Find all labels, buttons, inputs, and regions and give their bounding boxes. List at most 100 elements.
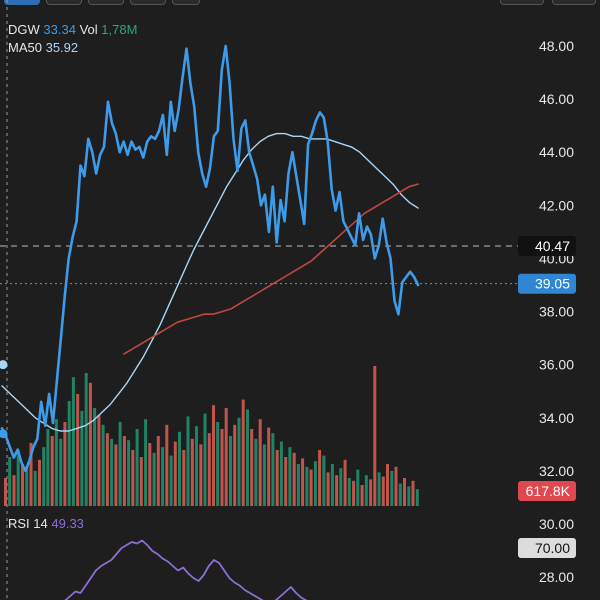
volume-bar	[216, 422, 220, 506]
volume-bar	[241, 399, 245, 506]
volume-bar	[67, 401, 71, 506]
volume-bar	[144, 419, 148, 506]
volume-bar	[275, 450, 279, 506]
volume-bar	[165, 424, 169, 506]
volume-bar	[301, 458, 305, 506]
volume-badge-bg	[518, 481, 576, 501]
volume-bar	[305, 466, 309, 506]
volume-bar	[246, 409, 249, 506]
price-axis-label: 42.00	[539, 197, 574, 213]
price-axis-label: 34.00	[539, 410, 574, 426]
volume-bar	[258, 419, 262, 506]
volume-bar	[152, 452, 156, 506]
volume-bar	[390, 471, 394, 506]
volume-badge: 617.8K	[526, 483, 571, 499]
vol-value: 1,78M	[101, 22, 138, 37]
price-legend: DGW 33.34 Vol 1,78M	[8, 22, 137, 37]
rsi-line	[64, 539, 308, 600]
timeframe-tab[interactable]	[552, 0, 596, 5]
price-value: 33.34	[43, 22, 76, 37]
volume-bar	[118, 422, 122, 506]
price-axis-label: 48.00	[539, 38, 574, 54]
volume-bar	[224, 408, 228, 506]
volume-bar	[279, 441, 283, 506]
volume-bar	[335, 475, 339, 506]
volume-bar	[110, 438, 114, 506]
ma-value: 35.92	[45, 40, 79, 55]
volume-bar	[80, 410, 84, 506]
volume-bar	[262, 444, 266, 506]
volume-bar	[415, 489, 419, 506]
price-marker	[0, 429, 8, 439]
volume-bar	[373, 366, 377, 506]
rsi-level-badge: 70.00	[535, 540, 570, 556]
volume-bar	[220, 429, 224, 506]
volume-bar	[288, 447, 292, 506]
price-axis-label: 44.00	[539, 144, 574, 160]
volume-bar	[203, 413, 207, 506]
volume-bar	[229, 436, 232, 506]
volume-bar	[381, 476, 385, 506]
price-axis-label: 30.00	[539, 516, 574, 532]
volume-bar	[16, 450, 20, 506]
volume-bar	[93, 408, 97, 506]
price-axis-label: 38.00	[539, 304, 574, 320]
volume-bar	[148, 443, 152, 506]
volume-bar	[271, 433, 275, 506]
volume-bar	[63, 422, 67, 506]
series-lines	[0, 44, 420, 600]
timeframe-tab[interactable]	[46, 0, 82, 5]
volume-bar	[284, 457, 288, 506]
symbol-label: DGW	[8, 22, 40, 37]
volume-bar	[296, 464, 300, 506]
ma-slow-line	[123, 183, 419, 355]
volume-bar	[343, 459, 347, 506]
volume-bar	[182, 450, 186, 506]
grid	[0, 0, 520, 600]
timeframe-tab-active[interactable]	[4, 0, 40, 5]
volume-bar	[237, 417, 241, 506]
volume-bar	[207, 433, 211, 506]
volume-bar	[254, 438, 258, 506]
volume-bar	[347, 478, 351, 506]
volume-bar	[394, 466, 398, 506]
volume-bar	[97, 415, 101, 506]
price-axis-label: 28.00	[539, 569, 574, 585]
volume-bar	[318, 450, 322, 506]
volume-bar	[42, 447, 46, 506]
volume-bars	[4, 366, 419, 506]
price-axis-label: 46.00	[539, 91, 574, 107]
price-axis-label: 32.00	[539, 463, 574, 479]
volume-bar	[54, 419, 58, 506]
volume-bar	[59, 438, 63, 506]
current-price-badge-bg	[518, 273, 576, 294]
price-axis: 48.0046.0044.0042.0040.0038.0036.0034.00…	[539, 38, 574, 585]
volume-bar	[71, 377, 75, 506]
volume-bar	[127, 440, 131, 506]
volume-bar	[309, 469, 313, 506]
volume-bar	[38, 459, 41, 506]
volume-bar	[352, 480, 356, 506]
volume-bar	[411, 480, 415, 506]
volume-bar	[25, 466, 29, 506]
current-price-badge: 39.05	[535, 276, 570, 292]
volume-bar	[29, 443, 33, 506]
timeframe-tab[interactable]	[172, 0, 200, 5]
timeframe-tab[interactable]	[88, 0, 124, 5]
volume-bar	[169, 455, 173, 506]
ma-legend: MA50 35.92	[8, 40, 78, 55]
volume-bar	[135, 429, 139, 506]
timeframe-tab[interactable]	[130, 0, 166, 5]
volume-bar	[364, 475, 368, 506]
volume-bar	[12, 475, 16, 506]
ma50-line	[1, 132, 419, 432]
price-line	[0, 44, 420, 473]
price-axis-label: 36.00	[539, 357, 574, 373]
price-badges: 40.47 39.05 617.8K 70.00	[518, 236, 576, 558]
volume-bar	[267, 427, 271, 506]
timeframe-tab[interactable]	[500, 0, 544, 5]
volume-bar	[122, 436, 126, 506]
volume-bar	[360, 485, 364, 506]
ref-line-badge-bg	[518, 236, 576, 256]
